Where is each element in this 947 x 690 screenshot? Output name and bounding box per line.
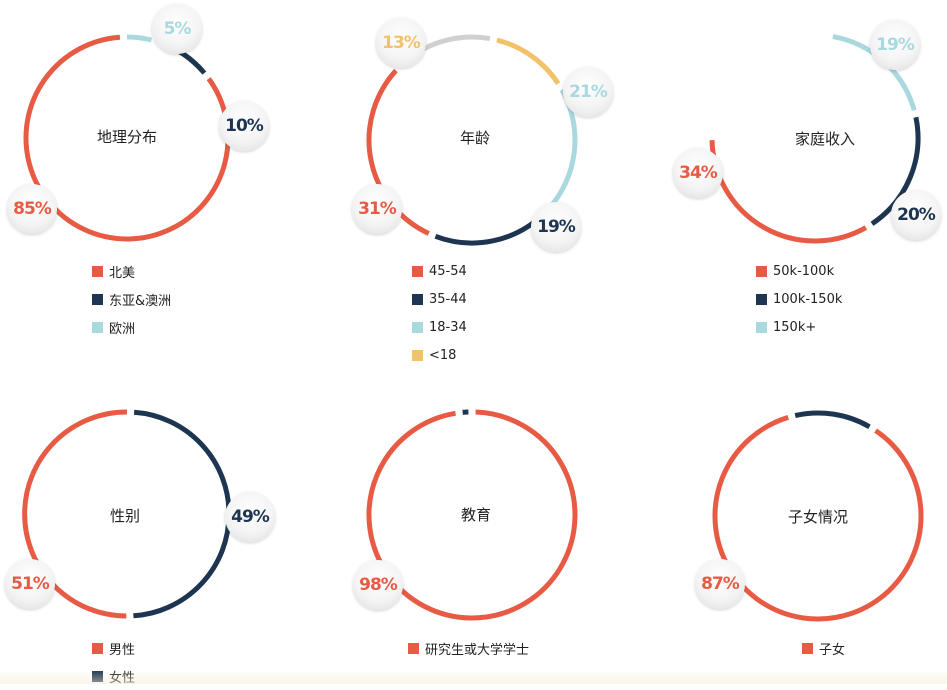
legend-item: 35-44 (412, 285, 467, 313)
legend-age: 45-54 35-44 18-34 <18 (412, 257, 467, 369)
chart-title-children: 子女情况 (718, 507, 918, 527)
chart-title-gender: 性别 (25, 506, 225, 526)
legend-swatch (92, 643, 103, 654)
legend-item: 100k-150k (756, 285, 842, 313)
donut-segment (712, 140, 866, 241)
legend-swatch (412, 322, 423, 333)
data-label-graduate-or-bachelor: 98% (353, 560, 403, 610)
donut-segment (127, 37, 151, 40)
legend-label: 50k-100k (773, 264, 834, 279)
data-label-female: 49% (225, 492, 275, 542)
legend-item: 45-54 (412, 257, 467, 285)
legend-household-income: 50k-100k 100k-150k 150k+ (756, 257, 842, 341)
legend-item: <18 (412, 341, 467, 369)
legend-swatch (756, 266, 767, 277)
legend-swatch (756, 322, 767, 333)
legend-swatch (408, 643, 419, 654)
legend-swatch (92, 322, 103, 333)
legend-geography: 北美 东亚&澳洲 欧洲 (92, 257, 171, 341)
legend-swatch (412, 350, 423, 361)
data-label-east-asia-australia: 10% (219, 101, 269, 151)
data-label-18-34: 21% (563, 67, 613, 117)
data-label-male: 51% (5, 559, 55, 609)
chart-title-household-income: 家庭收入 (725, 129, 925, 149)
data-label-100k-150k: 20% (891, 190, 941, 240)
legend-label: 100k-150k (773, 292, 842, 307)
legend-label: 35-44 (429, 292, 467, 307)
data-label-45-54: 31% (352, 184, 402, 234)
legend-children: 子女 (802, 634, 845, 662)
donut-segment-remainder (795, 413, 869, 427)
legend-label: 18-34 (429, 320, 467, 335)
legend-label: 男性 (109, 639, 135, 658)
legend-item: 子女 (802, 634, 845, 662)
legend-swatch (802, 643, 813, 654)
legend-label: 东亚&澳洲 (109, 290, 171, 309)
legend-swatch (92, 266, 103, 277)
data-label-50k-100k: 34% (673, 148, 723, 198)
legend-label: 45-54 (429, 264, 467, 279)
legend-swatch (756, 294, 767, 305)
bottom-glow (0, 670, 947, 684)
legend-swatch (412, 294, 423, 305)
legend-label: 150k+ (773, 320, 816, 335)
legend-item: 50k-100k (756, 257, 842, 285)
chart-title-education: 教育 (376, 505, 576, 525)
data-label-children: 87% (695, 559, 745, 609)
legend-item: 18-34 (412, 313, 467, 341)
legend-label: <18 (429, 348, 456, 363)
legend-item: 研究生或大学学士 (408, 634, 529, 662)
legend-label: 研究生或大学学士 (425, 639, 529, 658)
data-label-150k-plus: 19% (870, 20, 920, 70)
chart-title-geography: 地理分布 (27, 127, 227, 147)
legend-item: 男性 (92, 634, 135, 662)
legend-swatch (412, 266, 423, 277)
legend-label: 北美 (109, 262, 135, 281)
legend-label: 子女 (819, 639, 845, 658)
data-label-35-44: 19% (531, 202, 581, 252)
donut-segment (435, 215, 543, 243)
legend-swatch (92, 294, 103, 305)
legend-education: 研究生或大学学士 (408, 634, 529, 662)
chart-title-age: 年龄 (375, 128, 575, 148)
data-label-europe: 5% (152, 4, 202, 54)
legend-label: 欧洲 (109, 318, 135, 337)
legend-item: 欧洲 (92, 313, 171, 341)
donut-segment (497, 40, 558, 84)
data-label-under-18: 13% (376, 18, 426, 68)
legend-item: 北美 (92, 257, 171, 285)
legend-item: 150k+ (756, 313, 842, 341)
data-label-north-america: 85% (7, 184, 57, 234)
legend-item: 东亚&澳洲 (92, 285, 171, 313)
